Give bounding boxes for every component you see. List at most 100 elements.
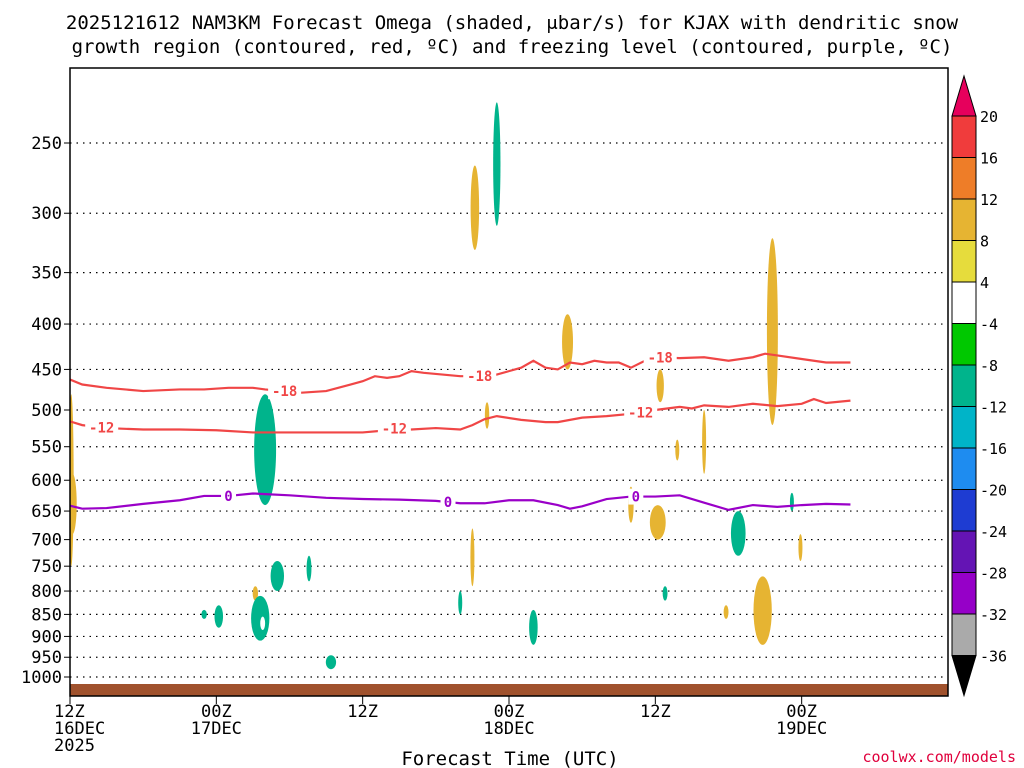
colorbar-label: -36 xyxy=(980,648,1007,666)
contour-label: -18 xyxy=(272,384,297,400)
x-tick-label: 00Z xyxy=(494,702,525,722)
y-tick-label: 900 xyxy=(31,627,62,647)
y-tick-label: 300 xyxy=(31,204,62,224)
omega-cell xyxy=(798,534,803,562)
omega-cell xyxy=(656,369,664,403)
contour-line xyxy=(70,397,851,434)
contour-label-bg xyxy=(440,494,456,511)
omega-cell xyxy=(70,473,77,535)
colorbar: 20 16 12 8 4 -4 -8 -12 -16 -20 -24 -28 -32 -36 xyxy=(951,74,1007,698)
colorbar-label: -32 xyxy=(980,606,1007,624)
omega-cell xyxy=(493,102,501,226)
colorbar-segment xyxy=(951,281,977,324)
contour-label: 0 xyxy=(632,490,640,506)
y-tick-label: 500 xyxy=(31,401,62,421)
omega-cell xyxy=(270,561,285,592)
contour-label: 0 xyxy=(224,489,232,505)
omega-cell xyxy=(306,555,312,582)
contour-label-bg xyxy=(85,419,119,436)
colorbar-top-triangle xyxy=(951,74,977,117)
contour-label: -18 xyxy=(648,350,673,366)
omega-cell xyxy=(201,609,207,619)
y-tick-label: 250 xyxy=(31,134,62,154)
y-tick-label: 400 xyxy=(31,315,62,335)
x-tick-label: 19DEC xyxy=(776,719,827,739)
colorbar-segment xyxy=(951,198,977,241)
omega-cell xyxy=(529,609,538,645)
colorbar-label: 12 xyxy=(980,191,998,209)
omega-cell xyxy=(214,605,224,628)
x-tick-label: 12Z xyxy=(347,702,378,722)
y-tick-label: 700 xyxy=(31,531,62,551)
colorbar-segment xyxy=(951,489,977,532)
chart-title-line1: 2025121612 NAM3KM Forecast Omega (shaded… xyxy=(66,12,959,34)
y-tick-label: 1000 xyxy=(21,668,62,688)
colorbar-label: -4 xyxy=(980,316,998,334)
contour-label: -18 xyxy=(467,369,492,385)
y-tick-label: 650 xyxy=(31,502,62,522)
contour-label-bg xyxy=(624,404,658,421)
colorbar-bottom-triangle xyxy=(951,655,977,698)
x-tick-label: 18DEC xyxy=(483,719,534,739)
y-axis: 2503003504004505005506006507007508008509… xyxy=(21,134,70,688)
x-tick-label: 17DEC xyxy=(191,719,242,739)
y-tick-label: 800 xyxy=(31,582,62,602)
y-tick-label: 950 xyxy=(31,648,62,668)
x-tick-label: 00Z xyxy=(786,702,817,722)
omega-cell xyxy=(753,576,772,645)
contour-label: -12 xyxy=(628,405,653,421)
colorbar-segment xyxy=(951,115,977,158)
contour-label: -12 xyxy=(382,422,407,438)
x-tick-label: 00Z xyxy=(201,702,232,722)
colorbar-label: 4 xyxy=(980,274,989,292)
colorbar-label: -16 xyxy=(980,440,1007,458)
contour-label-bg xyxy=(377,420,411,437)
colorbar-label: 16 xyxy=(980,150,998,168)
contour-label-bg xyxy=(628,488,644,505)
contour-label-bg xyxy=(643,349,677,366)
omega-cell xyxy=(730,511,746,556)
colorbar-segment xyxy=(951,364,977,407)
colorbar-segment xyxy=(951,323,977,366)
omega-cell xyxy=(675,439,680,461)
y-tick-label: 850 xyxy=(31,605,62,625)
omega-cell xyxy=(251,595,270,641)
omega-cell xyxy=(470,165,480,250)
temperature-contours: -18 -18 -18 -12 -12 -12 0 0 0 xyxy=(70,349,851,512)
y-tick-label: 450 xyxy=(31,360,62,380)
y-tick-label: 600 xyxy=(31,471,62,491)
colorbar-label: 8 xyxy=(980,233,989,251)
contour-line xyxy=(70,352,851,394)
omega-cell xyxy=(562,314,574,370)
y-tick-label: 550 xyxy=(31,438,62,458)
omega-cell xyxy=(254,394,277,506)
watermark: coolwx.com/models xyxy=(862,748,1016,766)
colorbar-label: -8 xyxy=(980,357,998,375)
omega-cell xyxy=(260,616,266,630)
omega-cell xyxy=(484,402,490,429)
colorbar-segment xyxy=(951,572,977,615)
omega-cell xyxy=(252,586,259,601)
x-tick-label: 12Z xyxy=(54,702,85,722)
x-tick-label: 12Z xyxy=(640,702,671,722)
omega-cell xyxy=(470,528,475,587)
omega-cell xyxy=(789,492,794,512)
colorbar-label: 20 xyxy=(980,108,998,126)
contour-label: -12 xyxy=(89,420,114,436)
x-tick-label: 16DEC xyxy=(54,719,105,739)
contour-line xyxy=(70,492,851,512)
colorbar-segment xyxy=(951,406,977,449)
contour-label-bg xyxy=(268,383,302,400)
colorbar-segment xyxy=(951,447,977,490)
colorbar-segment xyxy=(951,613,977,656)
omega-shading xyxy=(70,102,803,670)
contour-label-bg xyxy=(463,368,497,385)
plot-area xyxy=(70,68,948,696)
ground-terrain xyxy=(70,684,948,696)
omega-cell xyxy=(325,655,337,670)
x-axis-label: Forecast Time (UTC) xyxy=(401,748,618,768)
colorbar-label: -12 xyxy=(980,399,1007,417)
x-tick-label: 2025 xyxy=(54,736,95,756)
